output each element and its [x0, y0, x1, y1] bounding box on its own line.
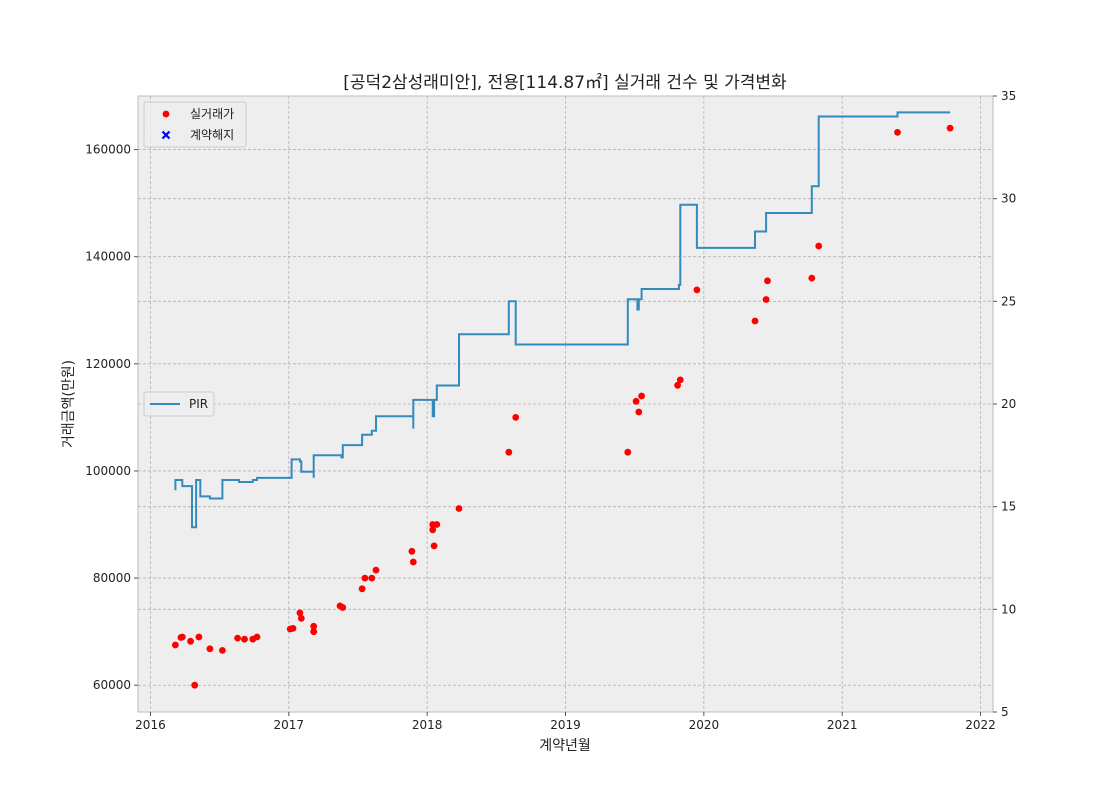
legend-marker-price [162, 110, 170, 118]
x-axis-label: 계약년월 [539, 738, 591, 754]
price-point [512, 414, 520, 421]
legend-top-box [143, 101, 247, 148]
x-tick-label: 2016 [135, 718, 166, 732]
y2-tick-label: 30 [1001, 192, 1016, 206]
price-point [433, 521, 441, 528]
y2-tick-label: 10 [1001, 602, 1016, 616]
y-tick-label: 120000 [85, 357, 131, 371]
price-point [310, 622, 318, 630]
chart-title: [공덕2삼성래미안], 전용[114.87㎡] 실거래 건수 및 가격변화 [343, 73, 787, 93]
price-point [409, 558, 417, 566]
price-point [624, 448, 632, 456]
y-gridlines [138, 149, 993, 686]
pir-line [174, 111, 951, 529]
x-tick-label: 2017 [274, 718, 305, 732]
price-point [674, 381, 681, 389]
price-point [310, 628, 318, 636]
price-point [241, 635, 248, 643]
price-point [430, 542, 438, 550]
x-tick-label: 2022 [965, 718, 996, 732]
price-point [815, 242, 823, 250]
price-point [632, 397, 640, 405]
y2-tick-label: 35 [1001, 89, 1016, 103]
x-tick-label: 2021 [827, 718, 858, 732]
price-point [693, 286, 701, 294]
y2-tick-label: 15 [1001, 500, 1016, 514]
x-axis-ticks: 2016 2017 2018 2019 2020 2021 2022 [135, 712, 996, 732]
price-point [191, 681, 199, 689]
price-point [339, 604, 347, 611]
price-point [635, 408, 643, 416]
y2-axis-ticks: 5 10 15 20 25 30 35 [993, 89, 1016, 719]
price-point [361, 574, 369, 582]
price-point [429, 526, 437, 534]
price-point [455, 505, 463, 512]
price-point [296, 609, 304, 617]
price-point [676, 376, 684, 384]
y-tick-label: 160000 [85, 143, 131, 157]
y-tick-label: 60000 [93, 678, 131, 692]
price-point [762, 296, 770, 303]
price-point [894, 129, 901, 136]
price-scatter-series [172, 124, 954, 689]
price-point [505, 448, 513, 456]
price-point [808, 274, 816, 282]
legend-top: 실거래가 계약해지 [143, 101, 247, 148]
legend-label-pir: PIR [189, 397, 208, 411]
legend-pir: PIR [143, 391, 215, 417]
x-tick-label: 2018 [412, 718, 443, 732]
y-tick-label: 100000 [85, 464, 131, 478]
price-point [638, 392, 645, 400]
price-point [358, 585, 366, 593]
y2-tick-label: 25 [1001, 294, 1016, 308]
price-point [195, 633, 203, 641]
y-axis-label: 거래금액(만원) [61, 360, 77, 448]
legend-label-price: 실거래가 [190, 107, 234, 121]
y-tick-label: 140000 [85, 250, 131, 264]
price-point [372, 566, 380, 574]
pir-series [174, 111, 951, 529]
price-point [751, 317, 759, 325]
price-point [253, 633, 261, 641]
legend-label-cancel: 계약해지 [190, 127, 234, 142]
y-tick-label: 80000 [93, 571, 131, 585]
price-point [764, 277, 771, 285]
y2-tick-label: 5 [1001, 705, 1009, 719]
price-point [297, 614, 305, 622]
price-point [946, 124, 954, 132]
price-point [187, 637, 195, 645]
price-point [172, 641, 179, 649]
legend-marker-cancel [161, 130, 171, 140]
price-point [368, 574, 376, 582]
y-axis-ticks: 60000 80000 100000 120000 140000 160000 [85, 143, 138, 692]
x-tick-label: 2020 [689, 718, 720, 732]
price-point [234, 634, 242, 642]
price-point [178, 633, 186, 641]
price-point [206, 645, 214, 653]
price-point [219, 647, 226, 654]
price-point [289, 625, 297, 632]
price-point [408, 547, 416, 555]
y2-tick-label: 20 [1001, 397, 1016, 411]
x-tick-label: 2019 [550, 718, 581, 732]
